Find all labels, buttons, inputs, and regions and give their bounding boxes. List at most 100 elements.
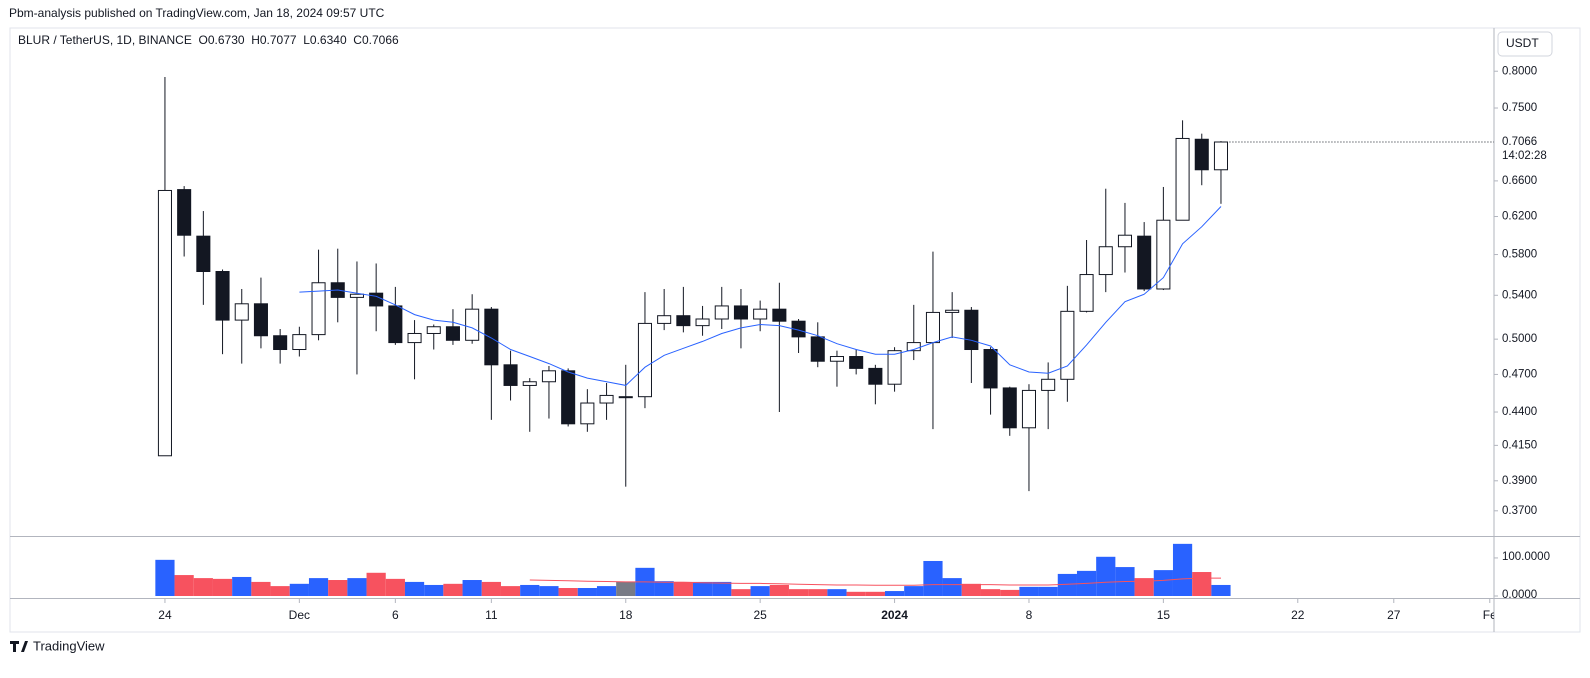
volume-bar	[865, 591, 885, 596]
volume-bar	[827, 589, 847, 596]
volume-bar	[308, 578, 329, 596]
x-tick-label: 25	[753, 608, 767, 622]
candle-body	[1156, 219, 1171, 290]
y-tick-label: 0.4700	[1502, 368, 1537, 380]
x-tick-label: 22	[1291, 608, 1305, 622]
volume-bar	[1000, 589, 1020, 596]
volume-bar	[731, 589, 751, 596]
x-tick-label: 15	[1157, 608, 1171, 622]
volume-bar	[404, 581, 425, 596]
volume-bar	[1019, 586, 1039, 596]
candle-body	[388, 305, 403, 344]
candle-body	[599, 394, 614, 404]
volume-bar	[539, 586, 559, 596]
logo-text: TradingView	[33, 638, 105, 653]
candle-body	[196, 235, 211, 273]
volume-bar	[328, 580, 348, 596]
candle-body	[273, 335, 288, 351]
x-tick-label: Fe	[1483, 608, 1497, 622]
volume-bar	[193, 578, 213, 596]
volume-bar	[1038, 586, 1058, 596]
candle-body	[503, 364, 518, 386]
candle-body	[292, 334, 307, 351]
volume-bar	[251, 581, 271, 596]
candle-body	[1079, 274, 1094, 312]
candle-body	[349, 293, 364, 298]
candle-body	[964, 309, 979, 351]
y-tick-label: 0.6200	[1502, 211, 1537, 223]
candle-body	[810, 336, 825, 362]
candle-body	[945, 309, 960, 313]
currency-button[interactable]	[1497, 31, 1553, 57]
volume-bar	[443, 583, 463, 596]
volume-bar	[769, 584, 789, 596]
x-tick-label: Dec	[289, 608, 310, 622]
logo-icon	[10, 641, 28, 652]
candle-body	[407, 332, 422, 344]
volume-bar	[980, 589, 1001, 596]
candle-body	[445, 326, 460, 341]
candle-body	[1060, 310, 1075, 380]
y-tick-label: 0.7500	[1502, 102, 1537, 114]
candle-body	[695, 318, 710, 327]
y-tick-label: 0.4400	[1502, 406, 1537, 418]
volume-bar	[616, 581, 636, 596]
volume-bar	[846, 591, 866, 596]
candle-body	[925, 311, 940, 344]
x-tick-label: 24	[158, 608, 172, 622]
candle-body	[234, 303, 249, 321]
volume-bar	[961, 583, 981, 596]
y-tick-label: 0.5800	[1502, 249, 1537, 261]
volume-bar	[1211, 584, 1231, 596]
candle-body	[1137, 235, 1152, 290]
y-tick-label: 0.4150	[1502, 439, 1537, 451]
candle-body	[1175, 137, 1190, 221]
candle-body	[829, 356, 844, 362]
candle-body	[215, 271, 230, 321]
candle-body	[426, 326, 441, 334]
last-price-label: 0.7066	[1502, 136, 1537, 148]
y-tick-label: 0.3900	[1502, 475, 1537, 487]
volume-bar	[1172, 543, 1193, 596]
x-tick-label: 11	[485, 608, 498, 622]
volume-bar	[289, 583, 309, 596]
candle-body	[849, 356, 864, 369]
candle-body	[177, 189, 192, 236]
volume-bar	[1096, 556, 1116, 596]
volume-average	[529, 577, 1221, 586]
volume-bar	[481, 581, 501, 596]
x-tick-label: 2024	[881, 608, 908, 622]
x-tick-label: 18	[619, 608, 633, 622]
volume-bar	[520, 584, 540, 596]
y-tick-label: 100.0000	[1502, 551, 1550, 563]
volume-bar	[942, 578, 962, 596]
volume-bar	[558, 588, 578, 596]
volume-bar	[347, 578, 367, 596]
chart-frame	[9, 27, 1581, 633]
volume-bar	[1134, 578, 1154, 596]
candle-body	[868, 367, 883, 385]
candle-body	[618, 396, 633, 399]
candle-body	[1194, 138, 1209, 171]
currency-label[interactable]: USDT	[1506, 36, 1539, 50]
moving-average	[299, 206, 1222, 386]
legend: BLUR / TetherUS, 1D, BINANCE O0.6730 H0.…	[18, 33, 399, 47]
volume-bar	[692, 581, 713, 596]
logo: TradingView	[10, 638, 105, 653]
y-tick-label: 0.6600	[1502, 175, 1537, 187]
y-tick-label: 0.3700	[1502, 505, 1537, 517]
candle-body	[1117, 234, 1132, 248]
volume-bar	[923, 560, 943, 596]
y-tick-label: 0.0000	[1502, 589, 1537, 601]
candle-body	[1021, 389, 1036, 429]
volume-bar	[596, 586, 617, 596]
volume-bar	[424, 584, 444, 596]
x-tick-label: 27	[1387, 608, 1401, 622]
volume-bar	[577, 588, 597, 596]
volume-bar	[673, 581, 693, 596]
volume-bar	[788, 589, 809, 596]
volume-bar	[270, 586, 290, 596]
candle-body	[714, 305, 729, 320]
candle-body	[1002, 387, 1017, 429]
